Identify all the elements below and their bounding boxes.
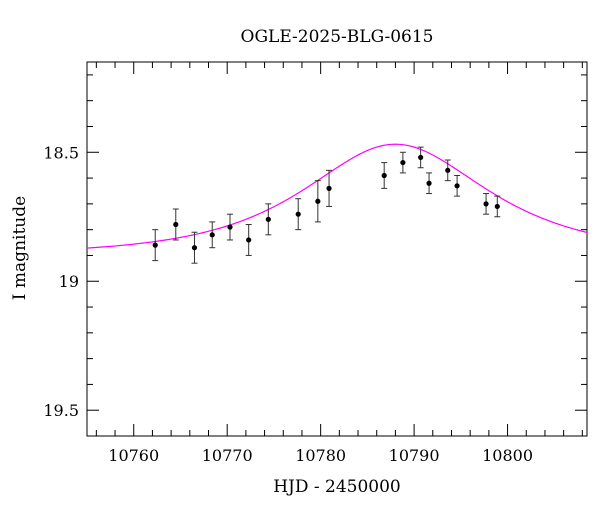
y-axis-label: I magnitude [10,196,30,300]
data-point [400,159,406,166]
data-point-group [454,174,461,197]
data-point [494,203,500,210]
x-tick-label: 10770 [202,446,253,465]
data-point [483,201,489,207]
data-point [426,180,432,186]
data-point-group [265,203,272,236]
data-point-group [314,180,321,223]
x-tick-label: 10800 [482,446,533,465]
y-tick-label: 19 [59,272,79,291]
data-point [418,154,424,161]
data-point [326,185,332,191]
data-point [152,242,158,248]
data-point [246,237,252,243]
data-point [445,167,451,173]
data-point-group [399,151,406,174]
plot-frame [86,61,588,437]
model-curve [87,143,587,249]
data-point [295,211,301,217]
data-point-group [444,159,451,182]
data-point [265,216,271,222]
data-point [191,245,198,251]
data-point-group [326,169,333,207]
data-point [454,183,460,189]
data-point-group [417,146,424,169]
data-point [209,232,215,238]
data-point [381,172,387,179]
data-point-group [381,162,388,189]
data-point-group [426,172,433,195]
data-point-group [494,195,501,218]
chart-title: OGLE-2025-BLG-0615 [241,27,434,47]
y-tick-label: 19.5 [43,401,79,420]
y-tick-label: 18.5 [43,143,79,162]
data-point-group [209,221,216,249]
data-point-group [172,208,179,241]
data-point-group [245,223,252,256]
x-axis-label: HJD - 2450000 [273,477,401,497]
data-point-group [191,231,198,264]
data-point-group [483,193,490,215]
data-point-group [295,198,302,231]
data-point [315,198,321,204]
data-point [227,224,233,230]
x-tick-label: 10780 [295,446,346,465]
data-point [173,221,179,228]
data-point-group [152,229,159,262]
x-tick-label: 10790 [389,446,440,465]
x-tick-label: 10760 [108,446,159,465]
plot-area: 10760 10770 10780 10790 10800 18.5 19 19.5 [43,61,588,465]
data-point-group [226,213,233,241]
